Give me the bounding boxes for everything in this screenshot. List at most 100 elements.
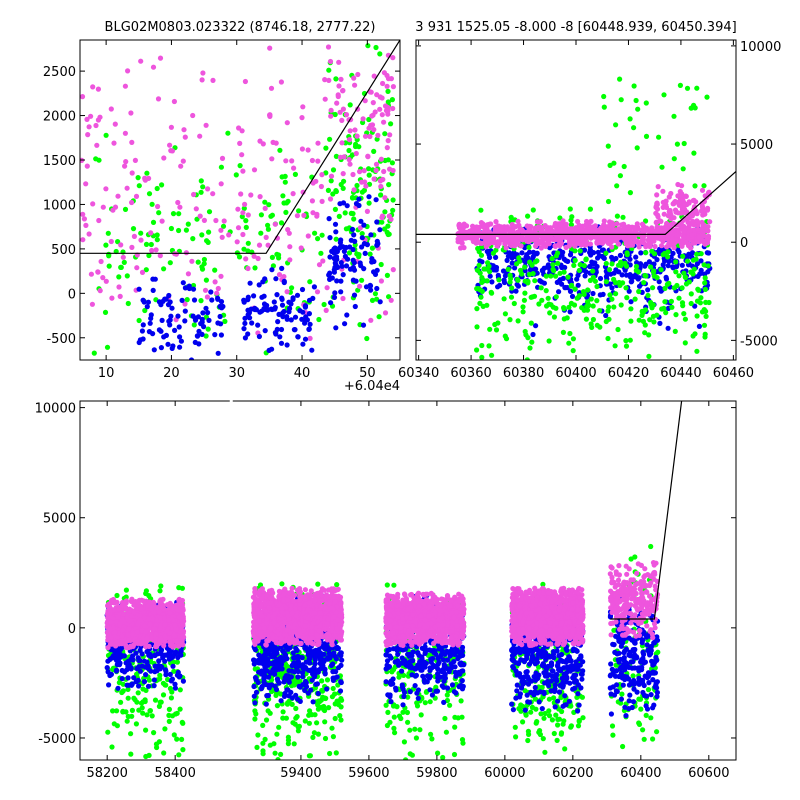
data-point: [385, 99, 391, 105]
data-point: [651, 319, 657, 325]
data-point: [441, 699, 447, 706]
data-point: [327, 196, 334, 202]
data-point: [485, 222, 491, 228]
data-point: [256, 282, 262, 288]
data-point: [272, 750, 278, 756]
data-point: [369, 256, 375, 262]
data-point: [391, 714, 397, 720]
data-point: [358, 218, 364, 224]
data-point: [128, 656, 134, 662]
data-point: [698, 251, 704, 257]
data-point: [640, 318, 647, 324]
data-point: [322, 96, 328, 102]
x-tick-label: 20: [163, 366, 180, 381]
data-point: [368, 317, 374, 323]
data-point: [533, 706, 539, 712]
data-point: [610, 222, 617, 228]
data-point: [215, 350, 221, 356]
data-point: [336, 59, 342, 65]
data-point: [700, 229, 707, 235]
data-point: [382, 131, 388, 137]
data-point: [400, 709, 406, 715]
data-point: [356, 196, 362, 202]
data-point: [549, 256, 555, 262]
data-point: [614, 213, 621, 219]
data-point: [182, 318, 188, 324]
data-point: [166, 292, 172, 299]
data-point: [107, 656, 113, 663]
data-point: [561, 316, 567, 322]
data-point: [566, 243, 572, 249]
data-point: [665, 254, 671, 260]
data-point: [583, 269, 589, 275]
data-point: [586, 303, 592, 309]
data-point: [274, 292, 280, 298]
data-point: [266, 202, 272, 208]
data-point: [507, 252, 514, 258]
data-point: [493, 219, 499, 225]
data-point: [103, 186, 109, 192]
data-point: [352, 303, 358, 310]
data-point: [346, 137, 353, 143]
data-point: [136, 683, 142, 689]
data-point: [274, 676, 280, 682]
data-point: [201, 217, 207, 223]
data-point: [177, 706, 183, 712]
data-point: [692, 183, 698, 189]
data-point: [547, 310, 553, 316]
data-point: [592, 226, 598, 232]
data-point: [511, 265, 518, 271]
data-point: [128, 751, 134, 757]
data-point: [567, 288, 574, 294]
data-point: [636, 720, 642, 726]
data-point: [476, 262, 482, 268]
data-point: [366, 172, 372, 178]
data-point: [576, 293, 583, 299]
data-point: [583, 257, 589, 263]
data-point: [306, 647, 313, 653]
data-point: [427, 687, 433, 693]
data-point: [648, 264, 654, 270]
data-point: [482, 229, 488, 235]
data-point: [374, 285, 380, 292]
data-point: [533, 720, 539, 726]
data-point: [129, 170, 135, 176]
data-point: [314, 289, 321, 295]
data-point: [319, 678, 325, 684]
data-point: [306, 720, 312, 726]
data-point: [617, 173, 624, 179]
data-point: [182, 301, 188, 307]
data-point: [688, 105, 694, 111]
data-point: [306, 326, 312, 332]
data-point: [369, 245, 375, 251]
data-point: [331, 246, 337, 252]
data-point: [443, 729, 449, 735]
data-point: [655, 184, 661, 190]
data-point: [522, 688, 528, 694]
data-point: [507, 272, 513, 278]
data-point: [125, 675, 131, 681]
data-point: [318, 650, 324, 656]
data-point: [302, 336, 309, 342]
data-point: [611, 304, 617, 310]
data-point: [245, 212, 251, 218]
data-point: [165, 341, 171, 347]
data-point: [643, 100, 649, 106]
data-point: [642, 307, 649, 313]
data-point: [627, 256, 633, 262]
data-point: [660, 252, 666, 258]
data-point: [366, 166, 372, 172]
data-point: [555, 722, 561, 728]
data-point: [455, 715, 461, 721]
data-point: [531, 293, 538, 299]
data-point: [333, 236, 339, 242]
data-point: [348, 210, 354, 216]
data-point: [322, 671, 328, 677]
data-point: [544, 303, 550, 309]
data-point: [551, 730, 557, 737]
data-point: [351, 187, 357, 193]
data-point: [518, 243, 524, 249]
data-point: [133, 721, 139, 727]
data-point: [369, 297, 376, 303]
data-point: [275, 319, 281, 325]
